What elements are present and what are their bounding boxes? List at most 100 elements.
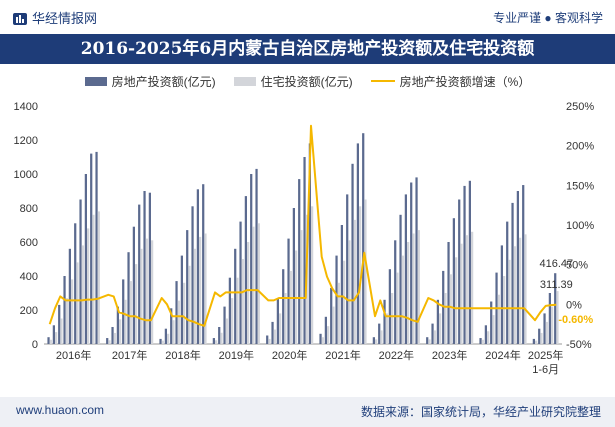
bar-residential	[92, 214, 95, 344]
bar-residential	[540, 332, 543, 344]
bar-residential	[172, 320, 175, 344]
y-left-tick-label: 800	[20, 203, 38, 215]
bar-real-estate	[543, 313, 546, 344]
bar-residential	[236, 277, 239, 344]
bar-residential	[199, 236, 202, 344]
bar-real-estate	[95, 151, 98, 344]
bar-real-estate	[68, 248, 71, 344]
bar-residential	[396, 272, 399, 344]
legend-item-real-estate[interactable]: 房地产投资额(亿元)	[84, 72, 216, 90]
bar-residential	[215, 340, 218, 344]
bar-residential	[439, 313, 442, 344]
bar-real-estate	[186, 230, 189, 344]
bar-real-estate	[196, 189, 199, 344]
legend: 房地产投资额(亿元) 住宅投资额(亿元) 房地产投资额增速（%）	[0, 72, 615, 90]
legend-item-growth[interactable]: 房地产投资额增速（%）	[370, 72, 530, 90]
x-tick-label: 2017年	[112, 348, 147, 362]
bar-residential	[375, 339, 378, 344]
bar-real-estate	[74, 223, 77, 344]
bar-real-estate	[351, 163, 354, 344]
bar-residential	[145, 238, 148, 344]
bar-residential	[321, 337, 324, 344]
bar-real-estate	[239, 221, 242, 344]
y-right-tick-label: 100%	[566, 220, 594, 232]
bar-real-estate	[52, 325, 55, 344]
bar-residential	[188, 265, 191, 344]
bar-residential	[113, 332, 116, 344]
bar-residential	[193, 248, 196, 344]
bar-residential	[343, 260, 346, 344]
bar-real-estate	[90, 153, 93, 344]
bar-real-estate	[159, 338, 162, 344]
bar-residential	[513, 246, 516, 344]
footer-url[interactable]: www.huaon.com	[16, 403, 105, 417]
bar-real-estate	[404, 194, 407, 344]
bar-real-estate	[79, 199, 82, 344]
bar-real-estate	[340, 225, 343, 344]
bar-real-estate	[250, 174, 253, 344]
bar-real-estate	[298, 179, 301, 344]
bar-residential	[161, 340, 164, 344]
bar-residential	[273, 329, 276, 344]
bar-real-estate	[287, 238, 290, 344]
bar-residential	[503, 276, 506, 344]
bar-residential	[247, 242, 250, 344]
bar-residential	[337, 282, 340, 344]
y-left-tick-label: 1200	[14, 135, 38, 147]
bar-real-estate	[522, 185, 525, 344]
bar-residential	[177, 300, 180, 344]
bar-real-estate	[63, 276, 66, 344]
bar-residential	[65, 298, 68, 344]
brand-name: 华经情报网	[32, 11, 98, 26]
bar-residential	[300, 230, 303, 344]
bar-real-estate	[170, 308, 173, 344]
bar-real-estate	[228, 277, 231, 344]
bar-real-estate	[255, 168, 258, 344]
bar-real-estate	[415, 177, 418, 344]
bar-real-estate	[127, 252, 130, 344]
bar-real-estate	[191, 206, 194, 344]
bar-real-estate	[234, 248, 237, 344]
y-right-tick-label: -50%	[566, 339, 592, 351]
bar-real-estate	[175, 281, 178, 344]
bar-residential	[417, 230, 420, 344]
x-tick-label: 2022年	[379, 348, 414, 362]
bar-residential	[252, 226, 255, 344]
bar-real-estate	[394, 240, 397, 344]
bar-real-estate	[122, 279, 125, 344]
bar-real-estate	[244, 196, 247, 344]
bar-real-estate	[202, 184, 205, 344]
bar-real-estate	[447, 242, 450, 344]
bar-real-estate	[346, 194, 349, 344]
bar-residential	[433, 330, 436, 344]
bar-residential	[71, 279, 74, 344]
bar-real-estate	[138, 204, 141, 344]
bar-residential	[167, 333, 170, 344]
brand[interactable]: 华经情报网	[12, 8, 97, 27]
bar-real-estate	[47, 337, 50, 344]
bar-residential	[129, 281, 132, 344]
bar-real-estate	[484, 325, 487, 344]
y-left-tick-label: 0	[32, 339, 38, 351]
bar-real-estate	[426, 337, 429, 344]
bar-residential	[455, 257, 458, 344]
bar-real-estate	[330, 287, 333, 344]
bar-real-estate	[223, 306, 226, 344]
bar-real-estate	[58, 304, 61, 344]
bar-residential	[359, 206, 362, 344]
x-tick-label: 2025年	[528, 348, 563, 362]
bar-residential	[428, 339, 431, 344]
legend-item-residential[interactable]: 住宅投资额(亿元)	[233, 72, 353, 90]
bar-real-estate	[143, 191, 146, 344]
bar-real-estate	[532, 338, 535, 344]
bar-residential	[492, 315, 495, 344]
footer: www.huaon.com 数据来源：国家统计局，华经产业研究院整理	[0, 397, 615, 427]
bar-residential	[444, 293, 447, 344]
bar-real-estate	[458, 199, 461, 344]
bar-real-estate	[356, 143, 359, 344]
bar-residential	[481, 339, 484, 344]
bar-residential	[49, 339, 52, 344]
bar-residential	[487, 331, 490, 344]
bar-real-estate	[308, 143, 311, 344]
bar-residential	[401, 255, 404, 344]
